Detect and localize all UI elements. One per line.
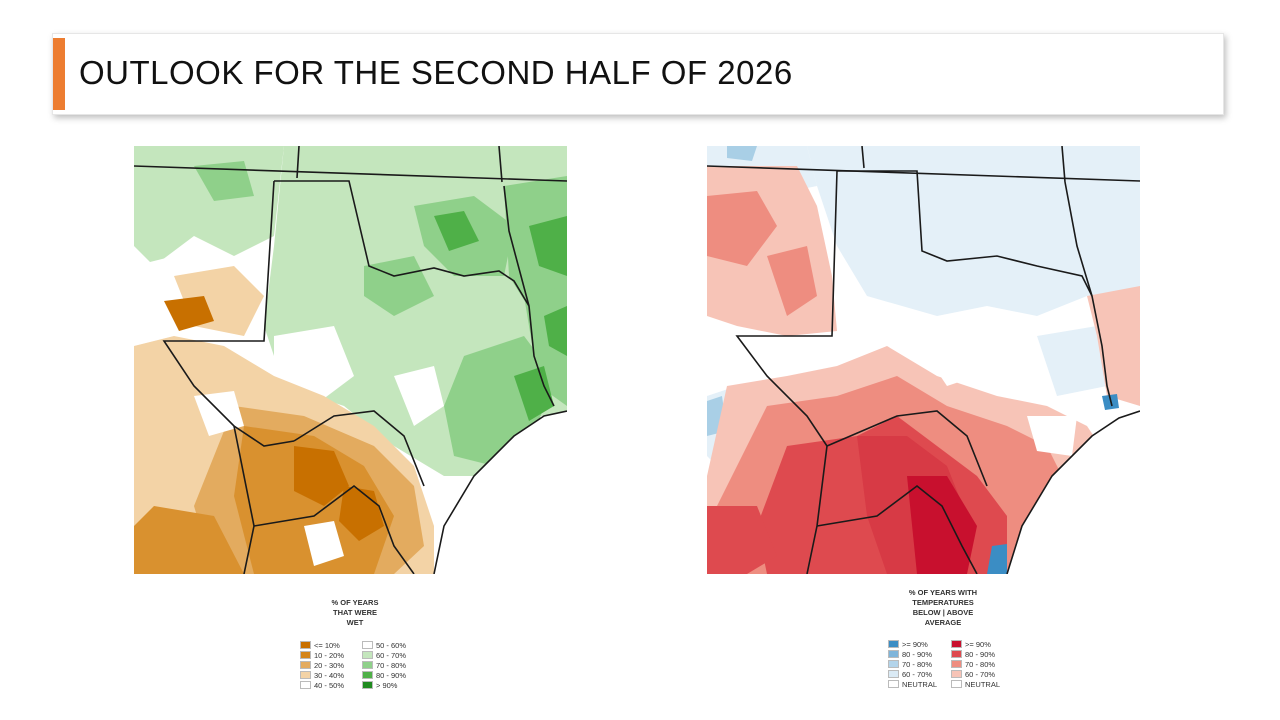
legend-swatch: [300, 671, 311, 679]
legend-title-line: TEMPERATURES: [912, 598, 974, 607]
legend-title-line: AVERAGE: [924, 618, 962, 627]
legend-swatch: [888, 640, 899, 648]
precipitation-legend-item: 80 - 90%: [362, 670, 410, 680]
precipitation-legend-item: <= 10%: [300, 640, 348, 650]
temperature-legend-item: NEUTRAL: [951, 679, 1000, 689]
temperature-legend-item: 70 - 80%: [951, 659, 1000, 669]
legend-label: > 90%: [376, 680, 398, 690]
temperature-legend-item: NEUTRAL: [888, 679, 937, 689]
precipitation-legend-item: > 90%: [362, 680, 410, 690]
legend-label: NEUTRAL: [902, 679, 938, 689]
legend-swatch: [362, 681, 373, 689]
legend-swatch: [888, 650, 899, 658]
temperature-legend-item: 60 - 70%: [888, 669, 937, 679]
legend-title-line: BELOW | ABOVE: [912, 608, 974, 617]
precipitation-outlook-map: [134, 146, 567, 574]
slide-title-bar: OUTLOOK FOR THE SECOND HALF OF 2026: [52, 33, 1224, 115]
legend-swatch: [362, 651, 373, 659]
legend-label: >= 90%: [902, 639, 928, 649]
legend-swatch: [951, 640, 963, 648]
legend-swatch: [951, 680, 963, 688]
legend-label: 60 - 70%: [376, 650, 407, 660]
legend-swatch: [362, 671, 373, 679]
legend-label: 70 - 80%: [965, 659, 996, 669]
legend-swatch: [300, 661, 311, 669]
precipitation-legend-item: 20 - 30%: [300, 660, 348, 670]
legend-title-line: % OF YEARS: [331, 598, 379, 607]
precipitation-map-graphic: [134, 146, 567, 574]
legend-swatch: [300, 651, 311, 659]
temperature-outlook-map: [707, 146, 1140, 574]
legend-swatch: [888, 670, 899, 678]
legend-title-line: WET: [346, 618, 364, 627]
temperature-map-graphic: [707, 146, 1140, 574]
legend-label: 80 - 90%: [376, 670, 407, 680]
slide-title: OUTLOOK FOR THE SECOND HALF OF 2026: [79, 54, 793, 91]
legend-label: 70 - 80%: [376, 660, 407, 670]
legend-label: 80 - 90%: [902, 649, 933, 659]
legend-label: 60 - 70%: [902, 669, 933, 679]
legend-swatch: [300, 641, 311, 649]
temperature-legend-item: 70 - 80%: [888, 659, 937, 669]
precipitation-legend: % OF YEARS THAT WERE WET <= 10% 50 - 60% 1…: [300, 598, 410, 690]
temperature-legend-item: >= 90%: [888, 639, 937, 649]
temperature-legend-item: 80 - 90%: [951, 649, 1000, 659]
precipitation-legend-title: % OF YEARS THAT WERE WET: [300, 598, 410, 628]
title-accent-bar: [53, 38, 65, 110]
precipitation-legend-item: 10 - 20%: [300, 650, 348, 660]
temperature-legend-item: >= 90%: [951, 639, 1000, 649]
legend-swatch: [951, 670, 963, 678]
precipitation-legend-items: <= 10% 50 - 60% 10 - 20% 60 - 70% 20 - 30% 70…: [300, 640, 410, 690]
legend-label: 80 - 90%: [965, 649, 996, 659]
precipitation-legend-item: 40 - 50%: [300, 680, 348, 690]
legend-label: >= 90%: [965, 639, 991, 649]
legend-label: 30 - 40%: [314, 670, 345, 680]
legend-swatch: [888, 660, 899, 668]
legend-title-line: THAT WERE: [332, 608, 378, 617]
legend-swatch: [888, 680, 899, 688]
legend-title-line: % OF YEARS WITH: [908, 588, 978, 597]
temperature-legend-title: % OF YEARS WITH TEMPERATURES BELOW | ABO…: [888, 588, 998, 628]
legend-swatch: [951, 650, 963, 658]
legend-label: 20 - 30%: [314, 660, 345, 670]
legend-label: 70 - 80%: [902, 659, 933, 669]
legend-label: 50 - 60%: [376, 640, 407, 650]
legend-label: NEUTRAL: [965, 679, 1001, 689]
precipitation-legend-item: 30 - 40%: [300, 670, 348, 680]
legend-swatch: [362, 661, 373, 669]
legend-swatch: [362, 641, 373, 649]
legend-label: 60 - 70%: [965, 669, 996, 679]
temperature-legend-items: >= 90% >= 90% 80 - 90% 80 - 90% 70 - 80% 70 -…: [888, 639, 1000, 689]
precipitation-legend-item: 70 - 80%: [362, 660, 410, 670]
temperature-legend: % OF YEARS WITH TEMPERATURES BELOW | ABO…: [888, 588, 1000, 689]
legend-label: <= 10%: [314, 640, 340, 650]
precipitation-legend-item: 60 - 70%: [362, 650, 410, 660]
legend-swatch: [300, 681, 311, 689]
temperature-legend-item: 60 - 70%: [951, 669, 1000, 679]
temperature-legend-item: 80 - 90%: [888, 649, 937, 659]
precipitation-legend-item: 50 - 60%: [362, 640, 410, 650]
legend-label: 40 - 50%: [314, 680, 345, 690]
legend-swatch: [951, 660, 963, 668]
legend-label: 10 - 20%: [314, 650, 345, 660]
